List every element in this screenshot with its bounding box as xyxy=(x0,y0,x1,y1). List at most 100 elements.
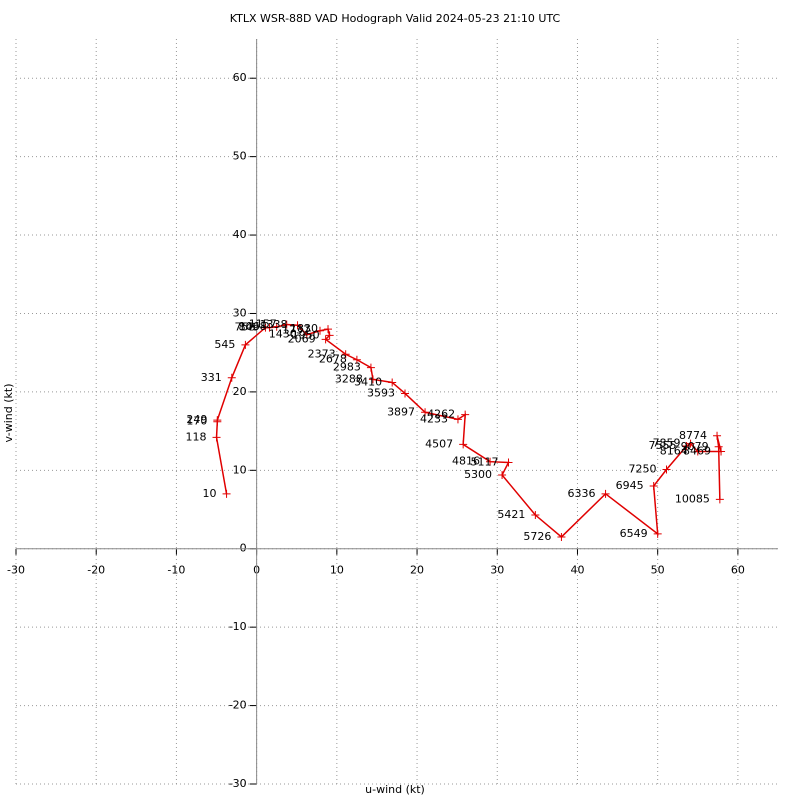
point-marker xyxy=(222,489,231,498)
height-label: 4233 xyxy=(420,412,448,425)
height-label: 1068 xyxy=(239,320,267,333)
height-label: 118 xyxy=(186,430,207,443)
point-marker xyxy=(265,323,274,332)
y-tick-label: 20 xyxy=(233,385,247,398)
point-marker xyxy=(649,482,658,490)
point-marker xyxy=(366,363,375,372)
point-marker xyxy=(662,465,671,474)
height-label: 2373 xyxy=(308,347,336,360)
height-label: 6549 xyxy=(620,527,648,540)
hodograph-line xyxy=(215,323,723,538)
point-marker xyxy=(717,447,726,456)
height-label: 5300 xyxy=(464,468,492,481)
point-marker xyxy=(293,321,302,330)
x-tick-label: -10 xyxy=(167,564,185,577)
point-marker xyxy=(461,410,470,419)
chart-title: KTLX WSR-88D VAD Hodograph Valid 2024-05… xyxy=(230,12,561,25)
height-label: 170 xyxy=(186,415,207,428)
point-marker xyxy=(421,408,430,417)
point-marker xyxy=(272,322,281,331)
height-label: 10 xyxy=(203,487,217,500)
point-marker xyxy=(401,389,410,398)
point-marker xyxy=(531,511,540,520)
height-label: 1737 xyxy=(282,324,310,337)
height-label: 7250 xyxy=(629,463,657,476)
y-tick-label: -30 xyxy=(229,777,247,790)
y-tick-label: -10 xyxy=(229,620,247,633)
point-marker xyxy=(212,433,221,442)
height-label: 5421 xyxy=(497,508,525,521)
point-marker xyxy=(715,495,724,504)
x-tick-label: 40 xyxy=(570,564,584,577)
point-marker xyxy=(321,335,330,344)
height-label: 3593 xyxy=(367,386,395,399)
height-label: 1950 xyxy=(292,328,320,341)
height-label: 4507 xyxy=(425,437,453,450)
x-tick-label: 20 xyxy=(410,564,424,577)
height-label: 2678 xyxy=(319,353,347,366)
x-tick-label: 30 xyxy=(490,564,504,577)
x-tick-label: 60 xyxy=(731,564,745,577)
point-marker xyxy=(601,489,610,498)
axes: -30-20-100102030405060-30-20-10010203040… xyxy=(7,39,778,790)
y-axis-label: v-wind (kt) xyxy=(2,384,15,443)
point-marker xyxy=(324,325,333,334)
x-tick-label: -20 xyxy=(87,564,105,577)
point-marker xyxy=(693,447,702,456)
height-label: 545 xyxy=(214,338,235,351)
height-label: 9079 xyxy=(681,440,709,453)
height-label: 5117 xyxy=(470,455,498,468)
height-label: 5726 xyxy=(523,530,551,543)
point-marker xyxy=(315,326,324,335)
point-marker xyxy=(388,378,397,387)
x-tick-label: -30 xyxy=(7,564,25,577)
height-label: 758 xyxy=(234,321,255,334)
point-marker xyxy=(682,442,691,451)
point-marker xyxy=(453,415,462,424)
point-marker xyxy=(498,471,507,480)
point-marker xyxy=(686,439,695,448)
point-marker xyxy=(325,331,334,340)
height-label: 6336 xyxy=(568,487,596,500)
height-label: 7859 xyxy=(653,437,681,450)
height-label: 3897 xyxy=(387,405,415,418)
height-label: 8774 xyxy=(679,429,707,442)
y-tick-label: 60 xyxy=(233,71,247,84)
point-marker xyxy=(341,350,350,359)
point-marker xyxy=(713,431,722,440)
point-marker xyxy=(282,320,291,329)
height-label: 1830 xyxy=(290,322,318,335)
point-marker xyxy=(241,340,250,349)
point-marker xyxy=(714,442,723,451)
height-label: 331 xyxy=(201,371,222,384)
x-axis-label: u-wind (kt) xyxy=(365,783,425,796)
height-label: 6945 xyxy=(616,479,644,492)
point-marker xyxy=(352,355,361,364)
y-tick-label: 10 xyxy=(233,463,247,476)
point-marker xyxy=(213,416,222,425)
point-marker xyxy=(504,458,513,467)
height-label: 2983 xyxy=(333,361,361,374)
height-label: 1338 xyxy=(260,318,288,331)
x-tick-label: 10 xyxy=(330,564,344,577)
height-label: 849 xyxy=(238,321,259,334)
height-label: 4262 xyxy=(427,408,455,421)
point-marker xyxy=(302,330,311,339)
point-marker xyxy=(459,440,468,449)
height-label: 1157 xyxy=(249,317,277,330)
point-marker xyxy=(557,532,566,541)
point-marker xyxy=(486,457,495,466)
height-label: 1430 xyxy=(269,328,297,341)
point-marker xyxy=(368,375,377,384)
y-tick-label: 50 xyxy=(233,150,247,163)
height-label: 10085 xyxy=(675,492,710,505)
point-marker xyxy=(227,373,236,382)
height-label: 8469 xyxy=(683,444,711,457)
x-tick-label: 50 xyxy=(651,564,665,577)
point-marker xyxy=(653,529,662,538)
height-label: 4816 xyxy=(452,455,480,468)
height-label: 2069 xyxy=(288,332,316,345)
height-label: 7555 xyxy=(649,439,677,452)
height-label: 249 xyxy=(186,413,207,426)
